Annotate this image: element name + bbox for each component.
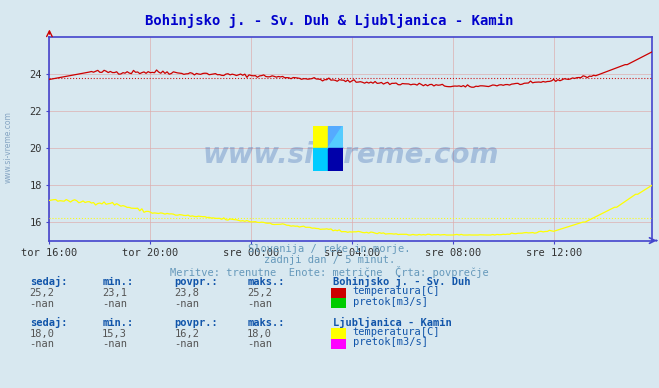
Text: povpr.:: povpr.: (175, 318, 218, 328)
Text: -nan: -nan (247, 339, 272, 349)
Bar (328, 126, 343, 148)
Text: 23,8: 23,8 (175, 288, 200, 298)
Text: 15,3: 15,3 (102, 329, 127, 339)
Text: temperatura[C]: temperatura[C] (353, 327, 440, 337)
Text: maks.:: maks.: (247, 318, 285, 328)
Text: temperatura[C]: temperatura[C] (353, 286, 440, 296)
Bar (328, 148, 343, 171)
Bar (313, 148, 328, 171)
Text: pretok[m3/s]: pretok[m3/s] (353, 337, 428, 347)
Text: -nan: -nan (175, 339, 200, 349)
Text: Bohinjsko j. - Sv. Duh & Ljubljanica - Kamin: Bohinjsko j. - Sv. Duh & Ljubljanica - K… (145, 14, 514, 28)
Bar (313, 126, 328, 148)
Text: -nan: -nan (30, 298, 55, 308)
Text: 18,0: 18,0 (247, 329, 272, 339)
Text: -nan: -nan (247, 298, 272, 308)
Text: sedaj:: sedaj: (30, 317, 67, 328)
Text: maks.:: maks.: (247, 277, 285, 287)
Text: zadnji dan / 5 minut.: zadnji dan / 5 minut. (264, 255, 395, 265)
Text: 25,2: 25,2 (30, 288, 55, 298)
Text: www.si-vreme.com: www.si-vreme.com (203, 141, 499, 169)
Text: min.:: min.: (102, 318, 133, 328)
Text: -nan: -nan (102, 339, 127, 349)
Text: 16,2: 16,2 (175, 329, 200, 339)
Text: Slovenija / reke in morje.: Slovenija / reke in morje. (248, 244, 411, 255)
Text: Ljubljanica - Kamin: Ljubljanica - Kamin (333, 317, 451, 328)
Text: sedaj:: sedaj: (30, 276, 67, 287)
Text: min.:: min.: (102, 277, 133, 287)
Text: pretok[m3/s]: pretok[m3/s] (353, 296, 428, 307)
Text: 23,1: 23,1 (102, 288, 127, 298)
Text: 18,0: 18,0 (30, 329, 55, 339)
Text: 25,2: 25,2 (247, 288, 272, 298)
Polygon shape (328, 126, 343, 148)
Polygon shape (328, 148, 343, 171)
Text: Bohinjsko j. - Sv. Duh: Bohinjsko j. - Sv. Duh (333, 276, 471, 287)
Text: -nan: -nan (175, 298, 200, 308)
Text: -nan: -nan (30, 339, 55, 349)
Text: www.si-vreme.com: www.si-vreme.com (3, 111, 13, 184)
Text: povpr.:: povpr.: (175, 277, 218, 287)
Text: -nan: -nan (102, 298, 127, 308)
Text: Meritve: trenutne  Enote: metrične  Črta: povprečje: Meritve: trenutne Enote: metrične Črta: … (170, 266, 489, 278)
